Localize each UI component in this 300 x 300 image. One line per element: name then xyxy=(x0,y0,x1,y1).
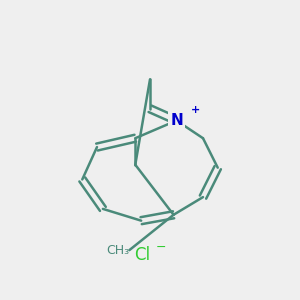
Text: −: − xyxy=(156,241,166,254)
Text: +: + xyxy=(191,105,200,115)
Text: N: N xyxy=(170,113,183,128)
Text: CH₃: CH₃ xyxy=(106,244,129,256)
Text: Cl: Cl xyxy=(134,245,150,263)
